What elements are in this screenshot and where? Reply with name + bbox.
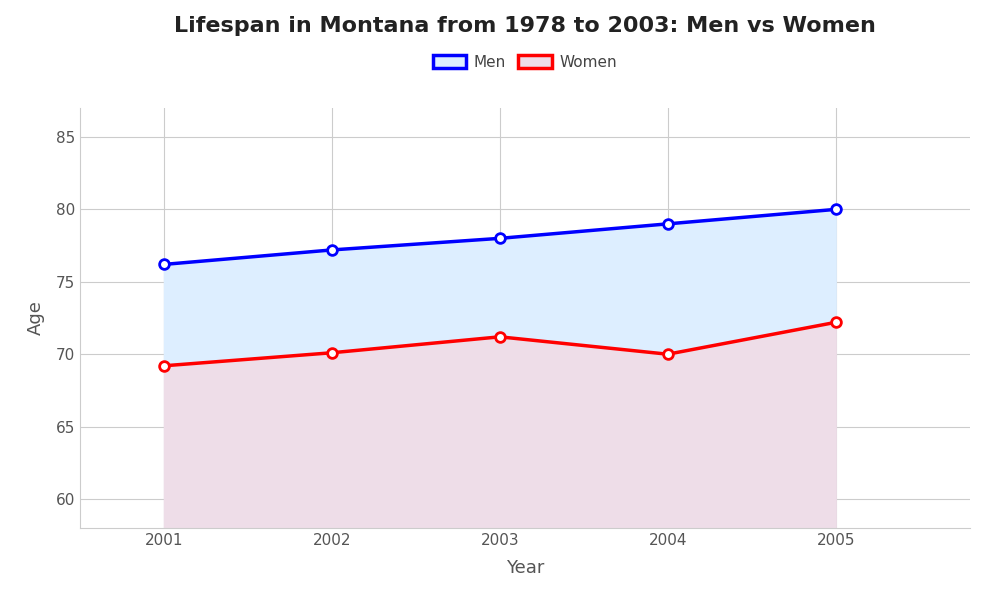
X-axis label: Year: Year: [506, 559, 544, 577]
Title: Lifespan in Montana from 1978 to 2003: Men vs Women: Lifespan in Montana from 1978 to 2003: M…: [174, 16, 876, 35]
Legend: Men, Women: Men, Women: [427, 49, 623, 76]
Y-axis label: Age: Age: [27, 301, 45, 335]
